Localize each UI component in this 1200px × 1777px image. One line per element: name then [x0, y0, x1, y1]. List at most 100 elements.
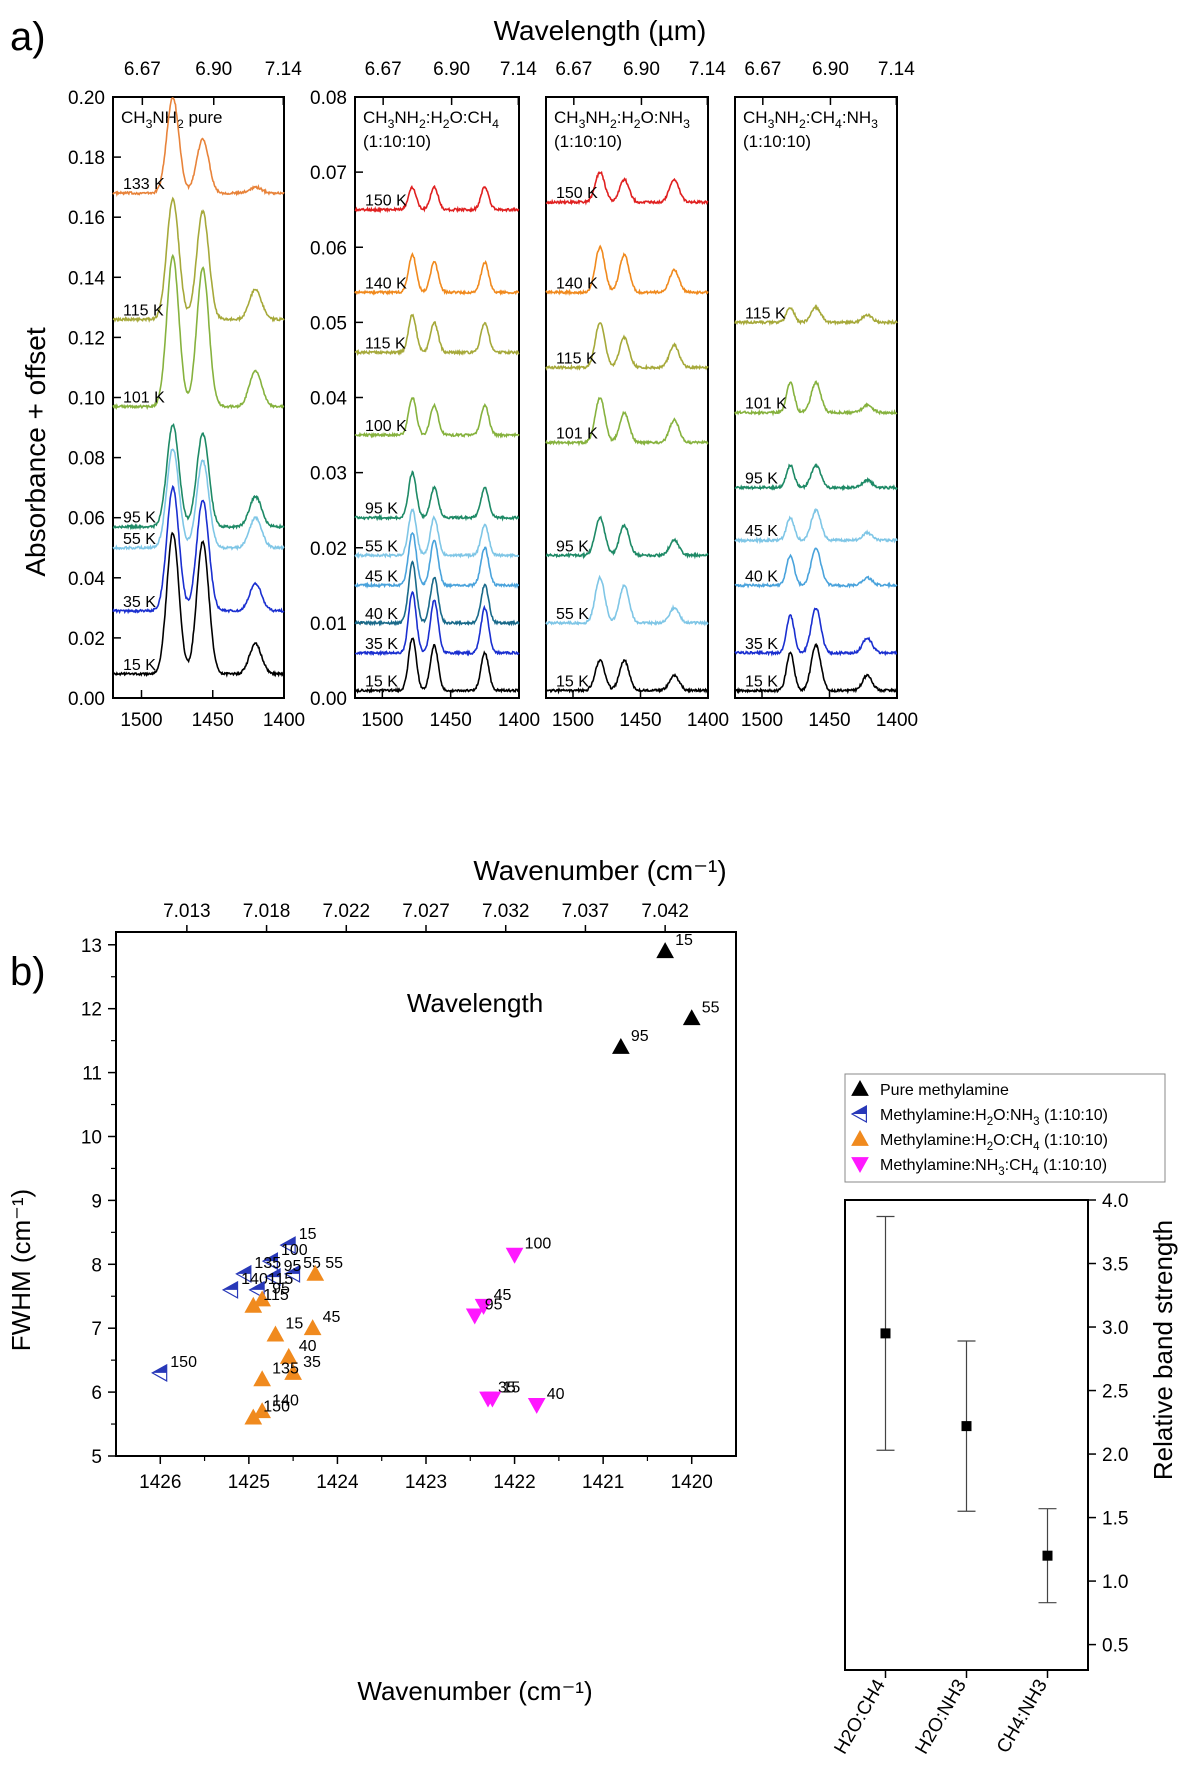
top-tick-label: 6.67: [365, 59, 402, 80]
point-label: 100: [281, 1242, 308, 1259]
x-tick-label: 1500: [120, 710, 162, 731]
top-tick-label: 7.032: [482, 901, 530, 922]
y-tick-label: 0.08: [310, 88, 347, 109]
trace-label: 55 K: [556, 606, 589, 623]
y-tick-label: 0.00: [310, 689, 347, 710]
x-tick-label: 1450: [192, 710, 234, 731]
trace-55k: [545, 574, 709, 627]
trace-133k: [112, 97, 285, 197]
subpanel-title: CH3​NH2​:H2​O:CH4​: [363, 108, 499, 131]
x-tick-label: 1423: [405, 1472, 447, 1493]
point-label: 15: [299, 1226, 317, 1243]
point-label: 95: [284, 1258, 302, 1275]
legend-marker: [851, 1129, 869, 1146]
trace-95k: [545, 515, 709, 560]
x-tick-label: 1400: [498, 710, 540, 731]
y-tick-label: 9: [91, 1191, 102, 1212]
trace-label: 140 K: [365, 275, 407, 292]
y-tick-label: 0.10: [68, 389, 105, 410]
data-point-fill: [249, 1281, 265, 1290]
trace-45k: [734, 507, 898, 545]
panel-b-top-title: Wavelength: [407, 988, 543, 1018]
data-point-fill: [263, 1253, 278, 1262]
point-label: 115: [268, 1271, 294, 1288]
y-tick-label: 0.01: [310, 614, 347, 635]
legend-label: Methylamine:H2​O:CH4​ (1:10:10): [880, 1132, 1108, 1153]
trace-15k: [112, 531, 285, 678]
data-point: [253, 1370, 271, 1387]
trace-label: 55 K: [365, 538, 398, 555]
point-label: 15: [675, 932, 693, 949]
subpanel-1: 1500 1450 1400 6.67 6.90 7.14 0.00 0.02 0.04 0.06…: [68, 59, 305, 731]
trace-101k: [112, 253, 285, 411]
category-label: H2O:CH4: [830, 1676, 890, 1758]
trace-label: 15 K: [123, 657, 156, 674]
y-tick-label: 1.5: [1102, 1509, 1128, 1530]
subpanel-title: CH3​NH2​ pure: [121, 108, 223, 131]
trace-label: 95 K: [365, 501, 398, 518]
x-tick-label: 1421: [582, 1472, 624, 1493]
y-tick-label: 3.0: [1102, 1318, 1128, 1339]
trace-95k: [734, 463, 898, 492]
data-point-fill: [223, 1281, 238, 1290]
top-tick-label: 7.042: [641, 901, 689, 922]
top-tick-label: 7.14: [689, 59, 726, 80]
subpanel-frame: [734, 96, 898, 699]
top-tick-label: 7.022: [323, 901, 371, 922]
panel-b-ylabel: FWHM (cm⁻¹): [6, 1189, 36, 1351]
data-point: [656, 942, 674, 959]
data-point-fill: [280, 1237, 296, 1246]
y-tick-label: 1.0: [1102, 1572, 1128, 1593]
trace-15k: [545, 658, 709, 695]
subpanel-title: CH3​NH2​:H2​O:NH3​: [554, 108, 690, 131]
trace-115k: [354, 313, 520, 357]
x-tick-label: 1450: [808, 710, 850, 731]
subpanel-ratio: (1:10:10): [554, 132, 622, 151]
y-tick-label: 7: [91, 1319, 102, 1340]
x-tick-label: 1400: [876, 710, 918, 731]
subpanel-ratio: (1:10:10): [743, 132, 811, 151]
y-tick-label: 0.18: [68, 148, 105, 169]
point-label: 140: [272, 1392, 299, 1409]
point-label: 135: [254, 1255, 281, 1272]
trace-35k: [112, 484, 285, 615]
category-label: H2O:NH3: [911, 1676, 970, 1758]
y-tick-label: 0.12: [68, 328, 105, 349]
panel-b-plots: 1426 1425 1424 1423 1422 1421 1420 7.013 7.018 7.…: [81, 901, 1166, 1758]
data-point: [266, 1325, 285, 1342]
trace-95k: [354, 470, 520, 522]
point-label: 95: [485, 1296, 503, 1313]
data-point: [279, 1347, 298, 1364]
panel-a-xlabel: Wavenumber (cm⁻¹): [473, 855, 726, 886]
data-point-fill: [236, 1265, 251, 1274]
trace-101k: [545, 396, 709, 447]
top-tick-label: 7.14: [878, 59, 915, 80]
top-tick-label: 6.90: [433, 59, 470, 80]
trace-150k: [545, 170, 709, 206]
point-label: 135: [272, 1360, 299, 1377]
x-tick-label: 1450: [619, 710, 661, 731]
y-tick-label: 0.06: [310, 238, 347, 259]
y-tick-label: 0.07: [310, 163, 347, 184]
top-tick-label: 6.67: [555, 59, 592, 80]
top-tick-label: 6.67: [744, 59, 781, 80]
trace-35k: [734, 607, 898, 657]
data-point: [303, 1319, 322, 1336]
point-label: 35: [498, 1379, 516, 1396]
trace-45k: [354, 531, 519, 589]
fwhm-scatter: 1426 1425 1424 1423 1422 1421 1420 7.013 7.018 7.…: [81, 901, 1166, 1493]
trace-label: 101 K: [745, 396, 787, 413]
point-label: 45: [323, 1309, 341, 1326]
point-label: 15: [502, 1379, 520, 1396]
trace-label: 40 K: [365, 606, 398, 623]
legend-label: Methylamine:H2​O:NH3​ (1:10:10): [880, 1107, 1108, 1128]
data-point: [474, 1298, 493, 1315]
y-tick-label: 0.02: [310, 539, 347, 560]
top-tick-label: 7.14: [500, 59, 537, 80]
trace-label: 95 K: [745, 471, 778, 488]
trace-95k: [112, 423, 285, 531]
trace-140k: [354, 252, 520, 296]
panel-a-label: a): [10, 15, 46, 59]
x-tick-label: 1420: [671, 1472, 713, 1493]
